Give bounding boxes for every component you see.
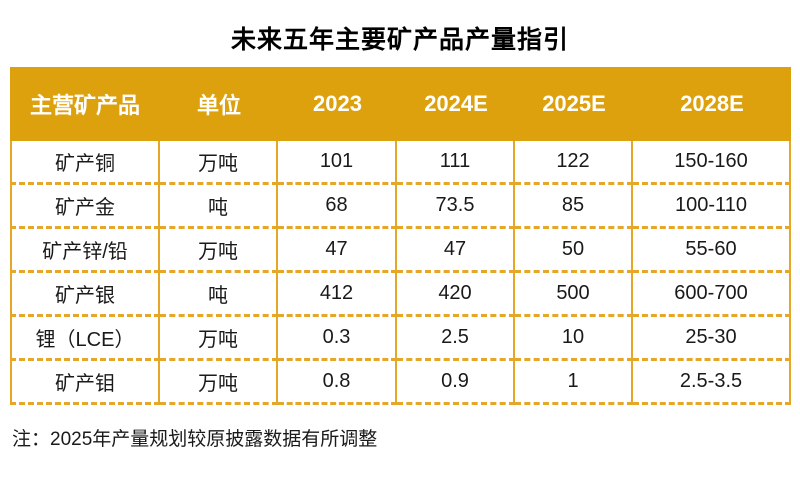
header-cell-product: 主营矿产品 <box>10 67 160 141</box>
cell-unit: 万吨 <box>160 361 278 405</box>
cell-2025e: 85 <box>515 185 633 229</box>
cell-product: 矿产锌/铅 <box>10 229 160 273</box>
cell-2024e: 2.5 <box>397 317 515 361</box>
header-cell-2025e: 2025E <box>515 67 633 141</box>
table-row-molybdenum: 矿产钼 万吨 0.8 0.9 1 2.5-3.5 <box>10 361 791 405</box>
cell-2025e: 50 <box>515 229 633 273</box>
cell-2028e: 2.5-3.5 <box>633 361 791 405</box>
table-row-silver: 矿产银 吨 412 420 500 600-700 <box>10 273 791 317</box>
header-cell-unit: 单位 <box>160 67 278 141</box>
footnote: 注：2025年产量规划较原披露数据有所调整 <box>12 429 378 450</box>
cell-unit: 万吨 <box>160 229 278 273</box>
production-guidance-table: 主营矿产品 单位 2023 2024E 2025E 2028E 矿产铜 万吨 1… <box>10 67 791 405</box>
table-row-lithium: 锂（LCE） 万吨 0.3 2.5 10 25-30 <box>10 317 791 361</box>
page-title: 未来五年主要矿产品产量指引 <box>230 26 569 54</box>
cell-2028e: 150-160 <box>633 141 791 185</box>
table-header-row: 主营矿产品 单位 2023 2024E 2025E 2028E <box>10 67 791 141</box>
cell-2023: 0.3 <box>278 317 397 361</box>
cell-unit: 吨 <box>160 185 278 229</box>
cell-2023: 68 <box>278 185 397 229</box>
cell-product: 矿产金 <box>10 185 160 229</box>
cell-2023: 47 <box>278 229 397 273</box>
cell-2023: 101 <box>278 141 397 185</box>
cell-2025e: 122 <box>515 141 633 185</box>
header-cell-2023: 2023 <box>278 67 397 141</box>
cell-2028e: 100-110 <box>633 185 791 229</box>
cell-2023: 0.8 <box>278 361 397 405</box>
cell-2024e: 47 <box>397 229 515 273</box>
cell-unit: 吨 <box>160 273 278 317</box>
cell-2025e: 500 <box>515 273 633 317</box>
cell-2024e: 0.9 <box>397 361 515 405</box>
cell-2028e: 55-60 <box>633 229 791 273</box>
table-row-gold: 矿产金 吨 68 73.5 85 100-110 <box>10 185 791 229</box>
header-cell-2028e: 2028E <box>633 67 791 141</box>
cell-product: 锂（LCE） <box>10 317 160 361</box>
cell-2024e: 420 <box>397 273 515 317</box>
cell-2028e: 600-700 <box>633 273 791 317</box>
cell-2025e: 1 <box>515 361 633 405</box>
cell-2025e: 10 <box>515 317 633 361</box>
cell-2023: 412 <box>278 273 397 317</box>
table-row-copper: 矿产铜 万吨 101 111 122 150-160 <box>10 141 791 185</box>
header-cell-2024e: 2024E <box>397 67 515 141</box>
cell-product: 矿产银 <box>10 273 160 317</box>
cell-2024e: 111 <box>397 141 515 185</box>
cell-unit: 万吨 <box>160 141 278 185</box>
cell-2024e: 73.5 <box>397 185 515 229</box>
cell-2028e: 25-30 <box>633 317 791 361</box>
cell-product: 矿产钼 <box>10 361 160 405</box>
cell-product: 矿产铜 <box>10 141 160 185</box>
table-row-zinc-lead: 矿产锌/铅 万吨 47 47 50 55-60 <box>10 229 791 273</box>
cell-unit: 万吨 <box>160 317 278 361</box>
